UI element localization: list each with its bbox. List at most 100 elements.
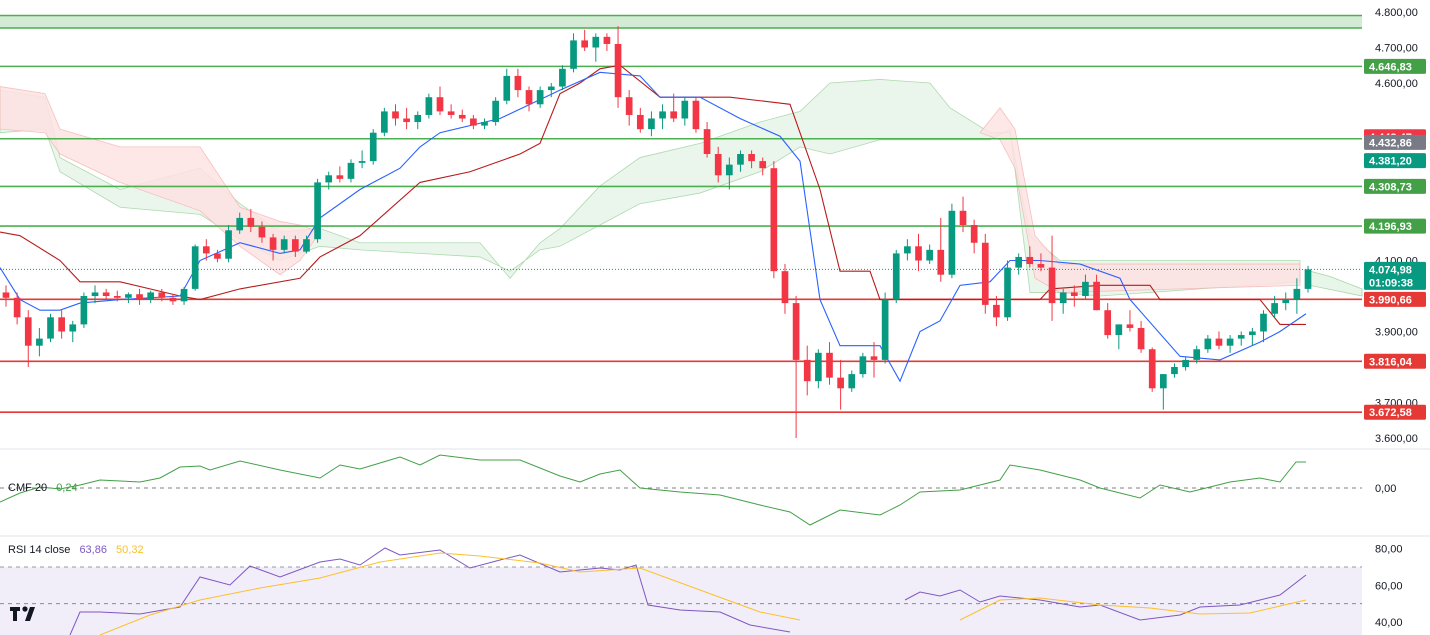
candle <box>748 150 755 169</box>
candle <box>1271 296 1278 318</box>
candle <box>770 161 778 279</box>
candle-body <box>970 225 978 243</box>
candle-body <box>926 249 933 261</box>
candle <box>458 109 466 123</box>
candle-body <box>1282 299 1290 304</box>
rsi-title: RSI 14 close <box>8 544 71 556</box>
candle-body <box>358 161 366 163</box>
rsi-tick-label: 60,00 <box>1375 580 1403 592</box>
candle <box>69 320 77 343</box>
candle <box>1070 285 1078 307</box>
candle <box>1193 345 1201 364</box>
level-label: 4.308,73 <box>1369 181 1412 193</box>
candle-body <box>481 122 488 126</box>
candle-body <box>1093 281 1100 311</box>
candle-body <box>202 246 210 254</box>
candle <box>503 68 511 105</box>
candle <box>169 294 177 305</box>
candle-body <box>125 294 132 298</box>
rsi-pane: 80,00 60,00 40,00 <box>0 544 1403 635</box>
candle <box>481 118 488 130</box>
candle <box>325 171 333 190</box>
candle-body <box>58 317 65 332</box>
candle <box>1171 363 1178 378</box>
candle-body <box>258 226 266 238</box>
candle-body <box>1249 331 1256 336</box>
green-zone-rect <box>0 15 1362 28</box>
candle-body <box>1182 359 1189 367</box>
horizontal-levels <box>0 65 1362 414</box>
candle-body <box>681 100 689 119</box>
cmf-pane: 0,00 <box>0 454 1396 526</box>
candle <box>970 219 978 254</box>
candle-body <box>1037 264 1045 268</box>
current-price-label-bg <box>1364 261 1426 290</box>
cloud-area <box>1309 270 1363 297</box>
candle-body <box>36 338 43 346</box>
candle-body <box>247 217 255 227</box>
rsi-legend: RSI 14 close 63,86 50,32 <box>8 544 150 556</box>
candle-body <box>915 246 922 261</box>
candle <box>158 288 166 302</box>
candle <box>514 68 522 98</box>
candle-body <box>748 154 755 162</box>
candle-body <box>904 246 911 254</box>
candle <box>536 86 544 108</box>
candle-body <box>369 132 377 162</box>
candle-body <box>236 217 244 231</box>
candle <box>625 90 633 126</box>
candle <box>692 97 700 133</box>
cmf-value: 0,24 <box>56 482 78 494</box>
level-label: 4.646,83 <box>1369 61 1412 73</box>
price-tick-label: 3.900,00 <box>1375 327 1418 339</box>
candle <box>1260 310 1267 343</box>
candle <box>236 212 244 234</box>
rsi-band <box>0 567 1362 635</box>
candle <box>725 157 733 190</box>
candle <box>1182 356 1189 371</box>
candle <box>1304 265 1312 293</box>
candle-body <box>559 68 566 87</box>
candle-body <box>492 100 499 123</box>
candle <box>937 217 945 282</box>
candle-body <box>1260 313 1267 332</box>
candle-body <box>581 40 589 48</box>
candle <box>681 97 689 126</box>
candle <box>1226 335 1234 353</box>
candle-body <box>881 299 889 360</box>
price-tick-label: 4.800,00 <box>1375 7 1418 19</box>
candle-body <box>826 352 833 378</box>
level-label-bg <box>1364 178 1426 194</box>
candle <box>136 288 143 305</box>
candle <box>815 349 822 389</box>
candle-body <box>80 296 88 325</box>
candle-body <box>692 100 700 130</box>
candle <box>369 129 377 165</box>
candle-body <box>792 303 800 360</box>
candle-body <box>381 111 388 133</box>
candle <box>347 159 355 183</box>
candle <box>1126 310 1134 332</box>
candle <box>837 359 844 410</box>
candle <box>1137 320 1145 353</box>
candle <box>24 310 32 367</box>
candle <box>1037 253 1045 272</box>
candle <box>570 33 577 73</box>
candle-body <box>1115 324 1123 336</box>
candle-body <box>347 162 355 179</box>
price-tick-label: 4.600,00 <box>1375 78 1418 90</box>
candle <box>314 178 321 243</box>
candle-body <box>525 90 533 105</box>
candle <box>269 233 277 261</box>
candle-body <box>892 253 900 300</box>
candle <box>792 296 800 438</box>
candle-body <box>848 374 856 389</box>
candle-body <box>47 317 54 339</box>
candle-body <box>303 239 310 252</box>
indicator-label: 4.381,20 <box>1369 156 1412 168</box>
candle-body <box>458 114 466 119</box>
candle-body <box>648 118 655 130</box>
candle-body <box>815 352 822 382</box>
candle-body <box>1026 256 1034 265</box>
